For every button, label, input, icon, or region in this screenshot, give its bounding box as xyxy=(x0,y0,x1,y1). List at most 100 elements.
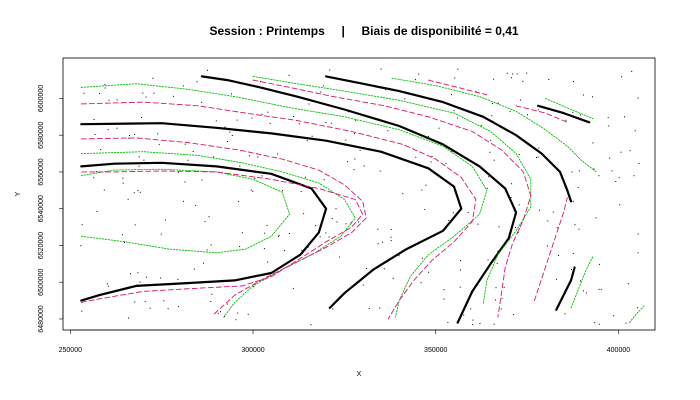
observation-point xyxy=(577,187,579,189)
observation-point xyxy=(510,77,512,79)
observation-point xyxy=(404,98,406,100)
observation-point xyxy=(592,142,594,144)
observation-point xyxy=(379,170,381,172)
observation-point xyxy=(424,209,426,210)
observation-point xyxy=(138,156,140,158)
observation-point xyxy=(239,246,241,247)
observation-point xyxy=(518,228,520,230)
contour-line-pink-16 xyxy=(80,101,477,320)
observation-point xyxy=(498,226,500,228)
observation-point xyxy=(320,91,322,93)
observation-point xyxy=(598,323,600,325)
y-axis-label: Y xyxy=(15,191,22,196)
observation-point xyxy=(463,314,465,316)
observation-point xyxy=(520,99,521,101)
observation-point xyxy=(578,228,580,230)
observation-point xyxy=(128,137,130,139)
observation-point xyxy=(124,242,125,243)
observation-point xyxy=(330,122,332,124)
observation-point xyxy=(536,157,537,158)
observation-point xyxy=(539,209,541,211)
observation-point xyxy=(134,224,136,226)
observation-point xyxy=(354,158,356,160)
observation-point xyxy=(350,222,352,224)
observation-point xyxy=(93,177,95,179)
observation-point xyxy=(430,161,432,163)
observation-point xyxy=(278,235,280,236)
observation-point xyxy=(538,147,540,149)
observation-point xyxy=(624,116,625,118)
observation-point xyxy=(160,233,162,235)
observation-point xyxy=(95,171,97,173)
observation-point xyxy=(491,103,493,105)
contour-line-black-0 xyxy=(80,161,328,302)
observation-point xyxy=(128,317,129,319)
observation-point xyxy=(204,221,206,223)
observation-point xyxy=(379,307,381,309)
observation-point xyxy=(621,76,623,78)
observation-point xyxy=(402,193,404,195)
observation-point xyxy=(325,122,327,124)
observation-point xyxy=(187,159,189,161)
observation-point xyxy=(139,191,141,193)
observation-point xyxy=(261,113,263,115)
observation-point xyxy=(134,301,136,303)
observation-point xyxy=(497,102,499,104)
observation-point xyxy=(454,77,456,79)
observation-point xyxy=(325,232,327,234)
observation-point xyxy=(196,81,198,83)
observation-point xyxy=(516,73,518,75)
observation-point xyxy=(390,236,392,238)
observation-point xyxy=(81,310,83,312)
observation-point xyxy=(127,198,129,200)
observation-point xyxy=(460,269,461,271)
observation-point xyxy=(83,92,85,94)
observation-point xyxy=(513,210,515,212)
contour-line-green-8 xyxy=(80,83,488,318)
y-axis: 6480000 6500000 6520000 6540000 6560000 65800… xyxy=(38,85,64,333)
observation-point xyxy=(633,175,635,177)
observation-point xyxy=(93,119,95,120)
observation-point xyxy=(421,257,423,259)
observation-point xyxy=(493,78,495,80)
observation-point xyxy=(238,201,240,203)
contour-line-pink-19 xyxy=(515,105,568,123)
observation-point xyxy=(480,125,482,127)
observation-point xyxy=(308,103,310,105)
observation-point xyxy=(145,276,147,278)
observation-point xyxy=(451,151,453,153)
observation-point xyxy=(385,89,386,91)
observation-point xyxy=(638,163,640,165)
observation-point xyxy=(431,155,433,157)
observation-point xyxy=(574,224,576,226)
observation-point xyxy=(250,189,252,191)
contour-line-black-2 xyxy=(200,75,518,324)
observation-point xyxy=(353,169,355,171)
observation-point xyxy=(428,271,430,273)
observation-point xyxy=(359,149,361,151)
observation-point xyxy=(501,297,503,299)
observation-point xyxy=(254,178,256,180)
observation-point xyxy=(637,307,639,309)
contour-line-pink-15 xyxy=(80,137,367,316)
observation-point xyxy=(415,156,417,158)
contour-line-black-4 xyxy=(537,104,591,124)
observation-point xyxy=(483,115,485,117)
observation-point xyxy=(108,99,110,101)
observation-point xyxy=(252,190,254,192)
observation-point xyxy=(213,156,215,158)
observation-point xyxy=(224,315,225,317)
observation-point xyxy=(160,277,162,279)
observation-point xyxy=(615,181,617,182)
observation-point xyxy=(459,286,461,288)
observation-point xyxy=(195,204,197,206)
contour-line-green-13 xyxy=(628,305,645,324)
observation-point xyxy=(515,227,516,229)
observation-point xyxy=(470,308,472,310)
observation-point xyxy=(496,262,498,264)
observation-point xyxy=(586,292,588,294)
observation-point xyxy=(467,211,469,213)
observation-point xyxy=(571,171,573,173)
contour-line-green-12 xyxy=(570,256,594,309)
observation-point xyxy=(472,319,474,321)
